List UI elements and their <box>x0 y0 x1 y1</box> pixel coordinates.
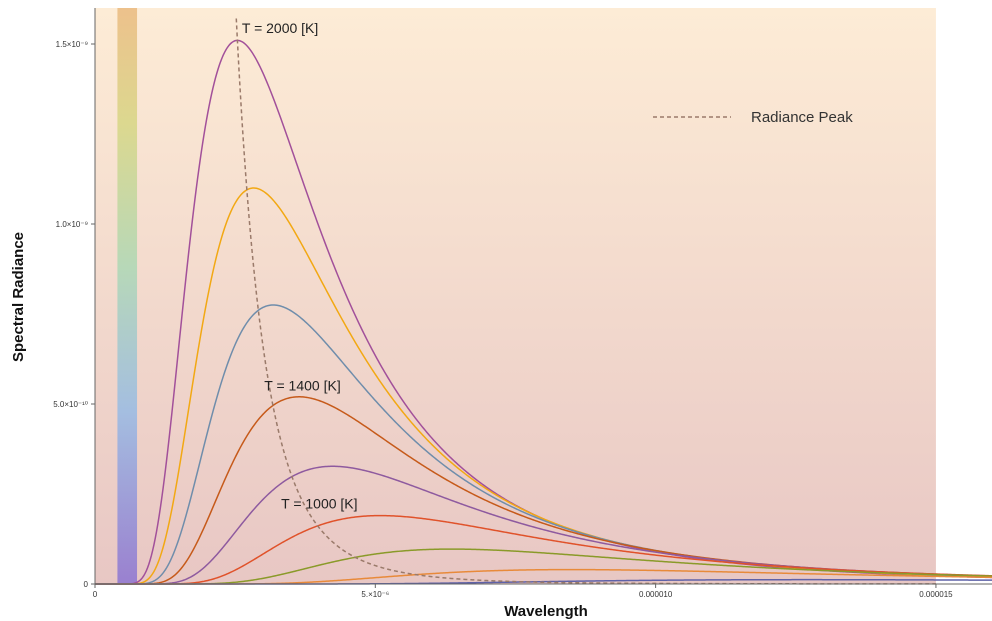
temperature-annotation: T = 1400 [K] <box>264 377 340 393</box>
temperature-annotation: T = 2000 [K] <box>242 20 318 36</box>
radiance-peak-curve <box>235 18 936 585</box>
y-tick-label: 1.5×10⁻⁹ <box>56 40 88 49</box>
x-axis-title: Wavelength <box>504 603 588 620</box>
y-tick-label: 1.0×10⁻⁹ <box>56 220 88 229</box>
infrared-background-band <box>95 8 936 584</box>
x-tick-label: 0.000015 <box>919 590 953 599</box>
temperature-annotation: T = 1000 [K] <box>281 495 357 511</box>
x-tick-label: 5.×10⁻⁶ <box>361 590 389 599</box>
visible-spectrum-band <box>117 8 138 584</box>
legend: Radiance Peak <box>653 109 853 126</box>
x-tick-label: 0.000010 <box>639 590 673 599</box>
y-tick-label: 5.0×10⁻¹⁰ <box>53 400 88 409</box>
legend-label: Radiance Peak <box>751 109 853 126</box>
x-tick-label: 0 <box>93 590 98 599</box>
series-line-1000 <box>95 514 992 585</box>
series-line-800 <box>95 548 992 585</box>
y-tick-label: 0 <box>84 580 89 589</box>
y-axis-title: Spectral Radiance <box>10 232 27 362</box>
